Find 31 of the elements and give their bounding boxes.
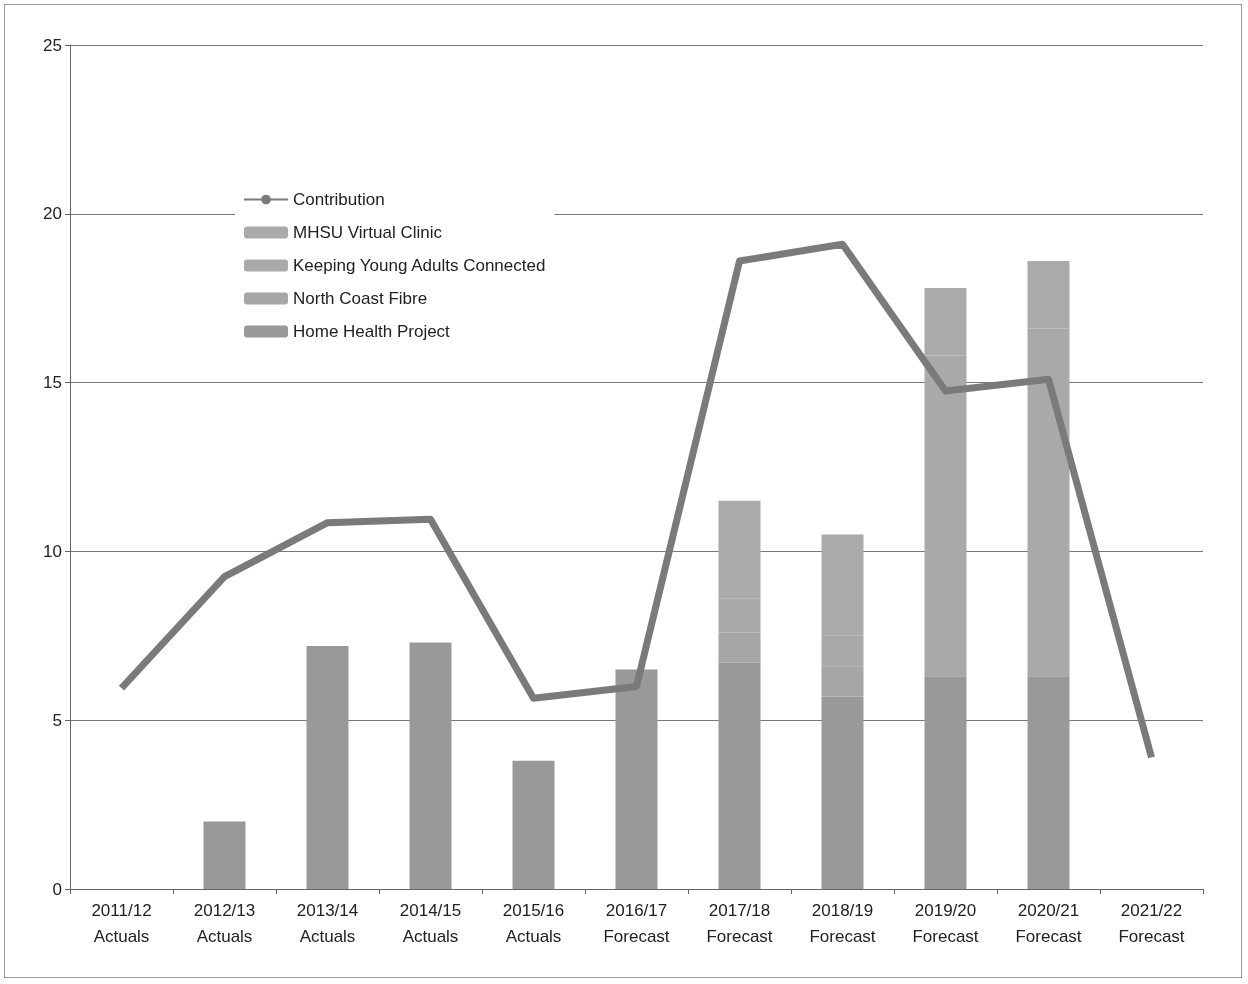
bar	[203, 821, 246, 889]
bar	[821, 696, 864, 889]
y-tick-label: 10	[43, 541, 62, 561]
bar	[306, 645, 349, 889]
legend-label: Home Health Project	[293, 322, 451, 341]
x-tick-label: 2021/22 Forecast	[1118, 900, 1185, 946]
x-tick-label: 2019/20 Forecast	[912, 900, 979, 946]
x-tick-label: 2014/15 Actuals	[399, 900, 462, 946]
y-tick-label: 5	[52, 710, 62, 730]
bar	[924, 676, 967, 889]
x-tick-label: 2017/18 Forecast	[706, 900, 773, 946]
legend-label: North Coast Fibre	[293, 289, 428, 308]
x-tick-label: 2018/19 Forecast	[809, 900, 876, 946]
legend-label: MHSU Virtual Clinic	[293, 223, 443, 242]
bar	[1027, 676, 1070, 889]
x-tick-label: 2011/12 Actuals	[91, 900, 152, 946]
x-tick-label: 2015/16 Actuals	[502, 900, 565, 946]
y-tick-label: 20	[43, 204, 62, 224]
bar	[409, 642, 452, 889]
x-tick-label: 2013/14 Actuals	[296, 900, 359, 946]
x-tick-label: 2012/13 Actuals	[193, 900, 256, 946]
legend-label: Keeping Young Adults Connected	[293, 256, 546, 275]
legend-label: Contribution	[293, 190, 385, 209]
x-tick-label: 2016/17 Forecast	[603, 900, 670, 946]
bar	[615, 669, 658, 889]
y-tick-label: 15	[43, 373, 62, 393]
bar	[718, 662, 761, 889]
y-tick-label: 0	[52, 879, 62, 899]
x-tick-label: 2020/21 Forecast	[1015, 900, 1082, 946]
y-tick-label: 25	[43, 35, 62, 55]
bar	[512, 760, 555, 889]
